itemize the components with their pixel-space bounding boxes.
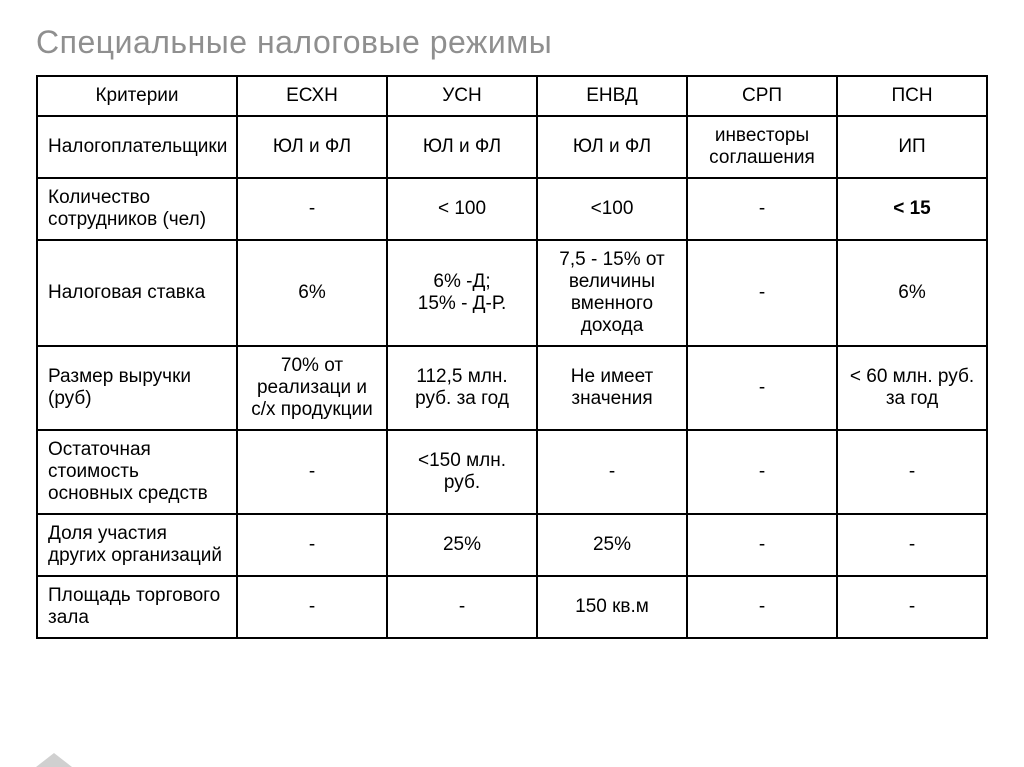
table-cell: - bbox=[687, 346, 837, 430]
table-row: Количество сотрудников (чел)-< 100<100-<… bbox=[37, 178, 987, 240]
table-cell: - bbox=[237, 430, 387, 514]
row-label: Налогоплательщики bbox=[37, 116, 237, 178]
table-cell: ЮЛ и ФЛ bbox=[537, 116, 687, 178]
header-psn: ПСН bbox=[837, 76, 987, 116]
table-cell: 70% от реализаци и с/х продукции bbox=[237, 346, 387, 430]
table-cell: - bbox=[237, 576, 387, 638]
table-cell: 7,5 - 15% от величины вменного дохода bbox=[537, 240, 687, 346]
table-cell: < 100 bbox=[387, 178, 537, 240]
table-header-row: Критерии ЕСХН УСН ЕНВД СРП ПСН bbox=[37, 76, 987, 116]
slide-corner-icon bbox=[36, 753, 72, 767]
row-label: Количество сотрудников (чел) bbox=[37, 178, 237, 240]
header-eshn: ЕСХН bbox=[237, 76, 387, 116]
tax-regime-table: Критерии ЕСХН УСН ЕНВД СРП ПСН Налогопла… bbox=[36, 75, 988, 639]
table-cell: Не имеет значения bbox=[537, 346, 687, 430]
table-cell: - bbox=[837, 514, 987, 576]
table-cell: 150 кв.м bbox=[537, 576, 687, 638]
table-cell: - bbox=[237, 178, 387, 240]
table-cell: - bbox=[687, 178, 837, 240]
row-label: Остаточная стоимость основных средств bbox=[37, 430, 237, 514]
table-cell: - bbox=[687, 576, 837, 638]
row-label: Размер выручки (руб) bbox=[37, 346, 237, 430]
table-cell: - bbox=[537, 430, 687, 514]
table-cell: 6% -Д;15% - Д-Р. bbox=[387, 240, 537, 346]
table-cell: ИП bbox=[837, 116, 987, 178]
table-cell: <150 млн. руб. bbox=[387, 430, 537, 514]
table-cell: - bbox=[687, 240, 837, 346]
table-cell: < 15 bbox=[837, 178, 987, 240]
table-row: Площадь торгового зала--150 кв.м-- bbox=[37, 576, 987, 638]
table-cell: 6% bbox=[237, 240, 387, 346]
page-title: Специальные налоговые режимы bbox=[36, 24, 988, 61]
table-row: Размер выручки (руб)70% от реализаци и с… bbox=[37, 346, 987, 430]
table-cell: - bbox=[387, 576, 537, 638]
table-body: НалогоплательщикиЮЛ и ФЛЮЛ и ФЛЮЛ и ФЛин… bbox=[37, 116, 987, 638]
table-cell: - bbox=[237, 514, 387, 576]
table-cell: 25% bbox=[537, 514, 687, 576]
table-row: Доля участия других организаций-25%25%-- bbox=[37, 514, 987, 576]
row-label: Доля участия других организаций bbox=[37, 514, 237, 576]
table-row: Остаточная стоимость основных средств-<1… bbox=[37, 430, 987, 514]
table-cell: ЮЛ и ФЛ bbox=[237, 116, 387, 178]
table-cell: < 60 млн. руб. за год bbox=[837, 346, 987, 430]
table-cell: - bbox=[687, 514, 837, 576]
table-cell: 25% bbox=[387, 514, 537, 576]
header-criteria: Критерии bbox=[37, 76, 237, 116]
table-row: НалогоплательщикиЮЛ и ФЛЮЛ и ФЛЮЛ и ФЛин… bbox=[37, 116, 987, 178]
row-label: Налоговая ставка bbox=[37, 240, 237, 346]
header-srp: СРП bbox=[687, 76, 837, 116]
table-cell: ЮЛ и ФЛ bbox=[387, 116, 537, 178]
header-usn: УСН bbox=[387, 76, 537, 116]
table-row: Налоговая ставка6%6% -Д;15% - Д-Р.7,5 - … bbox=[37, 240, 987, 346]
row-label: Площадь торгового зала bbox=[37, 576, 237, 638]
table-cell: - bbox=[837, 576, 987, 638]
table-cell: 112,5 млн. руб. за год bbox=[387, 346, 537, 430]
table-cell: инвесторы соглашения bbox=[687, 116, 837, 178]
table-cell: - bbox=[687, 430, 837, 514]
table-cell: 6% bbox=[837, 240, 987, 346]
header-envd: ЕНВД bbox=[537, 76, 687, 116]
table-cell: - bbox=[837, 430, 987, 514]
table-cell: <100 bbox=[537, 178, 687, 240]
